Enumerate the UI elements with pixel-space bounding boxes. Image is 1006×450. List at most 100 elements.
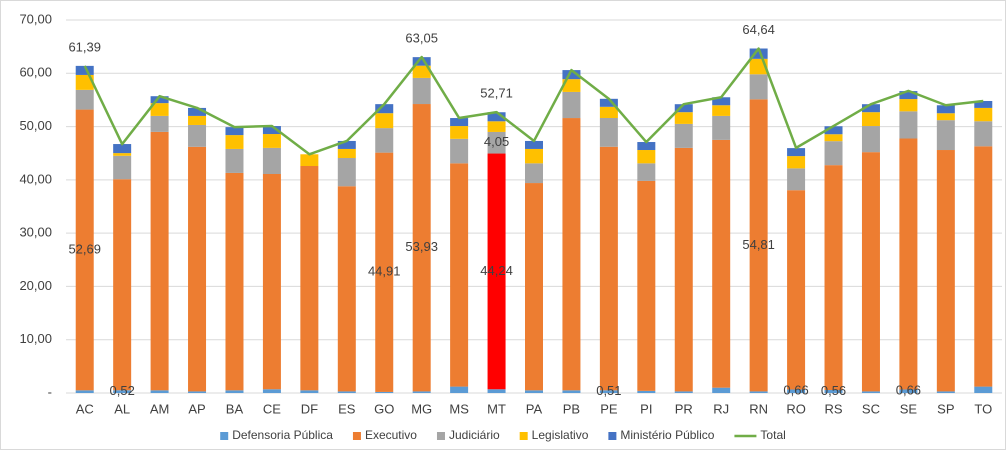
bar-segment	[225, 135, 244, 149]
bar-segment	[824, 141, 843, 166]
legend-label: Legislativo	[532, 428, 589, 442]
x-tick-label: ES	[338, 401, 356, 416]
bar-segment	[450, 138, 469, 164]
legend-label: Defensoria Pública	[232, 428, 333, 442]
bar-segment	[936, 150, 955, 392]
bar-segment	[637, 163, 656, 181]
bar-segment	[337, 391, 356, 393]
bar-segment	[337, 186, 356, 392]
data-label: 4,05	[484, 134, 509, 149]
bar-segment	[899, 99, 918, 112]
x-tick-label: AL	[114, 401, 130, 416]
y-tick-label: 50,00	[19, 118, 52, 133]
bar-segment	[599, 146, 618, 391]
legend-swatch	[519, 432, 528, 440]
y-tick-label: 10,00	[19, 331, 52, 346]
legend-swatch	[352, 432, 361, 440]
bar-segment	[113, 153, 132, 156]
bar-segment	[412, 57, 431, 66]
legend-label: Judiciário	[449, 428, 500, 442]
data-label: 0,51	[596, 383, 621, 398]
bar-segment	[113, 179, 132, 391]
bar-segment	[412, 391, 431, 393]
bar-segment	[337, 148, 356, 159]
bar-segment	[637, 142, 656, 151]
bar-segment	[787, 389, 806, 393]
x-tick-label: RN	[749, 401, 768, 416]
y-tick-label: 40,00	[19, 171, 52, 186]
x-tick-label: PI	[640, 401, 652, 416]
bar-segment	[262, 126, 281, 135]
bar-segment	[712, 97, 731, 106]
bar-segment	[749, 99, 768, 392]
bar-segment	[225, 127, 244, 136]
data-label: 52,71	[480, 86, 513, 101]
bar-segment	[262, 389, 281, 393]
bar-segment	[787, 168, 806, 191]
bar-segment	[487, 389, 506, 393]
bar-segment	[562, 70, 581, 80]
bar-segment	[525, 148, 543, 164]
x-tick-label: PA	[526, 401, 543, 416]
bar-segment	[899, 389, 918, 393]
bar-segment	[225, 148, 244, 173]
bar-segment	[75, 109, 94, 391]
bar-segment	[712, 139, 731, 388]
bar-segment	[262, 134, 281, 148]
bar-segment	[861, 391, 880, 393]
bar-segment	[225, 172, 244, 391]
y-tick-label: 70,00	[19, 11, 52, 26]
bar-segment	[450, 386, 469, 393]
x-tick-label: CE	[263, 401, 281, 416]
data-label: 64,64	[742, 22, 775, 37]
bar-segment	[150, 390, 169, 393]
y-tick-label: -	[48, 384, 52, 399]
x-tick-label: SC	[862, 401, 880, 416]
x-tick-label: MT	[487, 401, 506, 416]
x-tick-label: RS	[824, 401, 842, 416]
bar-segment	[824, 126, 843, 135]
bar-segment	[712, 105, 731, 116]
bar-segment	[899, 91, 918, 100]
x-tick-label: SP	[937, 401, 954, 416]
bar-segment	[712, 115, 731, 140]
bar-segment	[375, 128, 394, 153]
bar-segment	[749, 391, 768, 393]
bar-segment	[974, 386, 993, 393]
bar-segment	[936, 113, 955, 121]
legend-label: Total	[760, 428, 785, 442]
bar-segment	[562, 79, 581, 92]
bar-segment	[337, 140, 356, 149]
bar-segment	[599, 117, 618, 147]
bar-segment	[599, 390, 618, 393]
data-label: 0,52	[110, 383, 135, 398]
bar-segment	[188, 107, 207, 116]
legend: Defensoria Pública Executivo Judiciário Leg…	[220, 428, 786, 442]
data-label: 0,56	[821, 383, 846, 398]
bar-segment	[525, 183, 543, 391]
legend-label: Executivo	[365, 428, 417, 442]
bar-segment	[188, 146, 207, 392]
data-label: 52,69	[68, 241, 101, 256]
bar-segment	[824, 165, 843, 391]
bar-segment	[899, 138, 918, 390]
bar-segment	[637, 150, 656, 164]
bar-segment	[450, 163, 469, 387]
bar-segment	[150, 103, 169, 116]
bar-segment	[861, 104, 880, 113]
bar-segment	[75, 65, 94, 75]
bar-segment	[712, 387, 731, 393]
bar-segment	[824, 134, 843, 142]
data-label: 63,05	[405, 30, 438, 45]
x-tick-label: BA	[226, 401, 244, 416]
bar-segment	[375, 104, 394, 114]
bar-segment	[300, 166, 319, 391]
bar-segment	[525, 390, 543, 393]
bar-segment	[188, 124, 207, 147]
bar-segment	[861, 152, 880, 392]
bar-segment	[188, 115, 207, 125]
data-label: 54,81	[742, 237, 775, 252]
bar-segment	[637, 180, 656, 391]
